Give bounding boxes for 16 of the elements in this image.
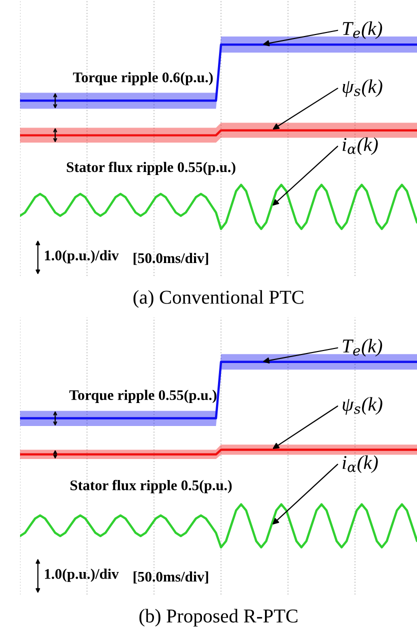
text: 1.0(p.u.)/div <box>45 568 119 582</box>
text: [50.0ms/div] <box>134 252 208 265</box>
text: 1.0(p.u.)/div <box>45 250 119 264</box>
text: [50.0ms/div] <box>134 571 208 584</box>
annotation: Stator flux ripple 0.5(p.u.) <box>70 480 232 494</box>
annotation: Stator flux ripple 0.55(p.u.) <box>66 162 236 176</box>
annotation: Torque ripple 0.6(p.u.) <box>73 72 213 86</box>
text: (b) Proposed R-PTC <box>139 608 298 627</box>
legend-label: T$_{e}$(k) <box>342 338 382 357</box>
series-label: i$_{α}$(k) <box>342 455 378 474</box>
series-label: i$_{α}$(k) <box>342 137 378 155</box>
annotation: Torque ripple 0.55(p.u.) <box>69 390 216 404</box>
legend-label: T$_{e}$(k) <box>342 21 382 40</box>
text: (a) Conventional PTC <box>133 290 304 308</box>
series-label: ψ$_{s}$(k) <box>342 397 382 415</box>
series-label: ψ$_{s}$(k) <box>342 79 382 98</box>
